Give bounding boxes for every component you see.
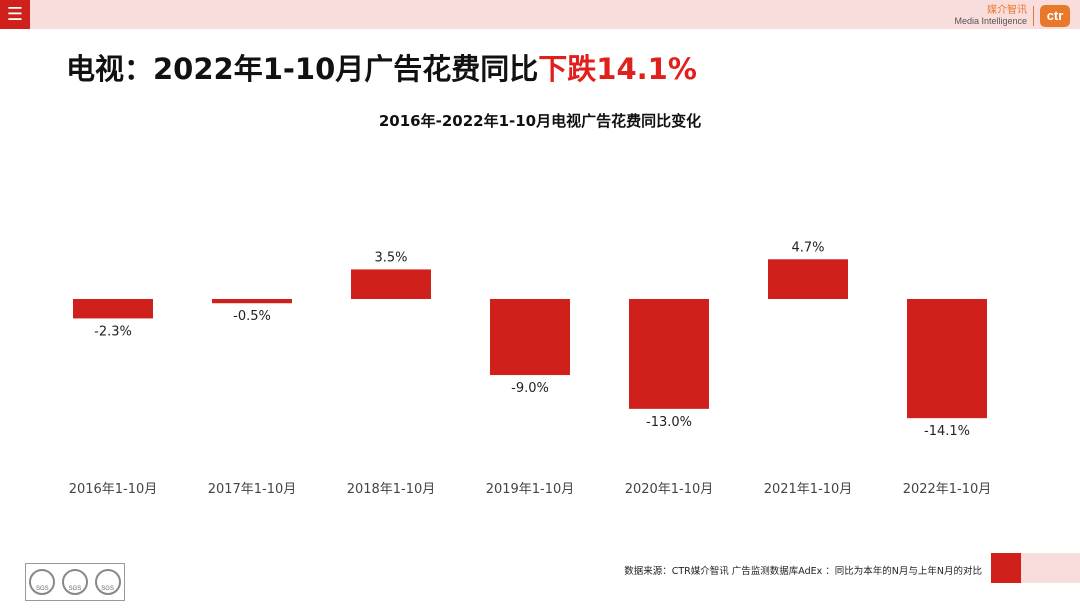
data-label: -2.3% <box>94 324 132 339</box>
data-label: 4.7% <box>791 240 824 255</box>
footer-red-block <box>991 553 1021 583</box>
bar-2016年1-10月 <box>73 299 153 319</box>
data-label: -0.5% <box>233 309 271 324</box>
page-title-highlight: 下跌14.1% <box>538 52 697 86</box>
category-label: 2019年1-10月 <box>486 482 575 497</box>
data-label: -9.0% <box>511 381 549 396</box>
brand-divider <box>1033 6 1034 26</box>
brand-en: Media Intelligence <box>954 16 1027 26</box>
menu-icon[interactable]: ☰ <box>0 0 30 29</box>
brand-logo-area: 媒介智讯 Media Intelligence ctr <box>954 4 1070 28</box>
bar-2020年1-10月 <box>629 299 709 409</box>
category-label: 2018年1-10月 <box>347 482 436 497</box>
category-label: 2017年1-10月 <box>208 482 297 497</box>
bar-2019年1-10月 <box>490 299 570 376</box>
footer-pink-block <box>1021 553 1080 583</box>
data-label: 3.5% <box>374 250 407 265</box>
ctr-logo: ctr <box>1040 5 1070 27</box>
bar-2022年1-10月 <box>907 299 987 419</box>
certification-badges: SGS SGS SGS <box>25 563 125 601</box>
chart-title: 2016年-2022年1-10月电视广告花费同比变化 <box>378 112 702 130</box>
sgs-seal-icon: SGS <box>94 569 121 595</box>
category-label: 2021年1-10月 <box>764 482 853 497</box>
bar-2018年1-10月 <box>351 269 431 299</box>
sgs-seal-icon: SGS <box>29 569 56 595</box>
page-title-main: 电视：2022年1-10月广告花费同比 <box>66 52 539 86</box>
data-source-note: 数据来源：CTR媒介智讯 广告监测数据库AdEx ：同比为本年的N月与上年N月的… <box>624 566 982 577</box>
page-title: 电视：2022年1-10月广告花费同比下跌14.1% <box>66 46 697 88</box>
top-bar: ☰ 媒介智讯 Media Intelligence ctr <box>0 0 1080 29</box>
data-label: -13.0% <box>646 415 692 430</box>
bar-2017年1-10月 <box>212 299 292 304</box>
category-label: 2020年1-10月 <box>625 482 714 497</box>
data-label: -14.1% <box>924 424 970 439</box>
brand-text: 媒介智讯 Media Intelligence <box>954 5 1027 27</box>
category-label: 2016年1-10月 <box>69 482 158 497</box>
category-label: 2022年1-10月 <box>903 482 992 497</box>
brand-cn: 媒介智讯 <box>987 5 1027 16</box>
bar-2021年1-10月 <box>768 259 848 299</box>
sgs-seal-icon: SGS <box>61 569 88 595</box>
